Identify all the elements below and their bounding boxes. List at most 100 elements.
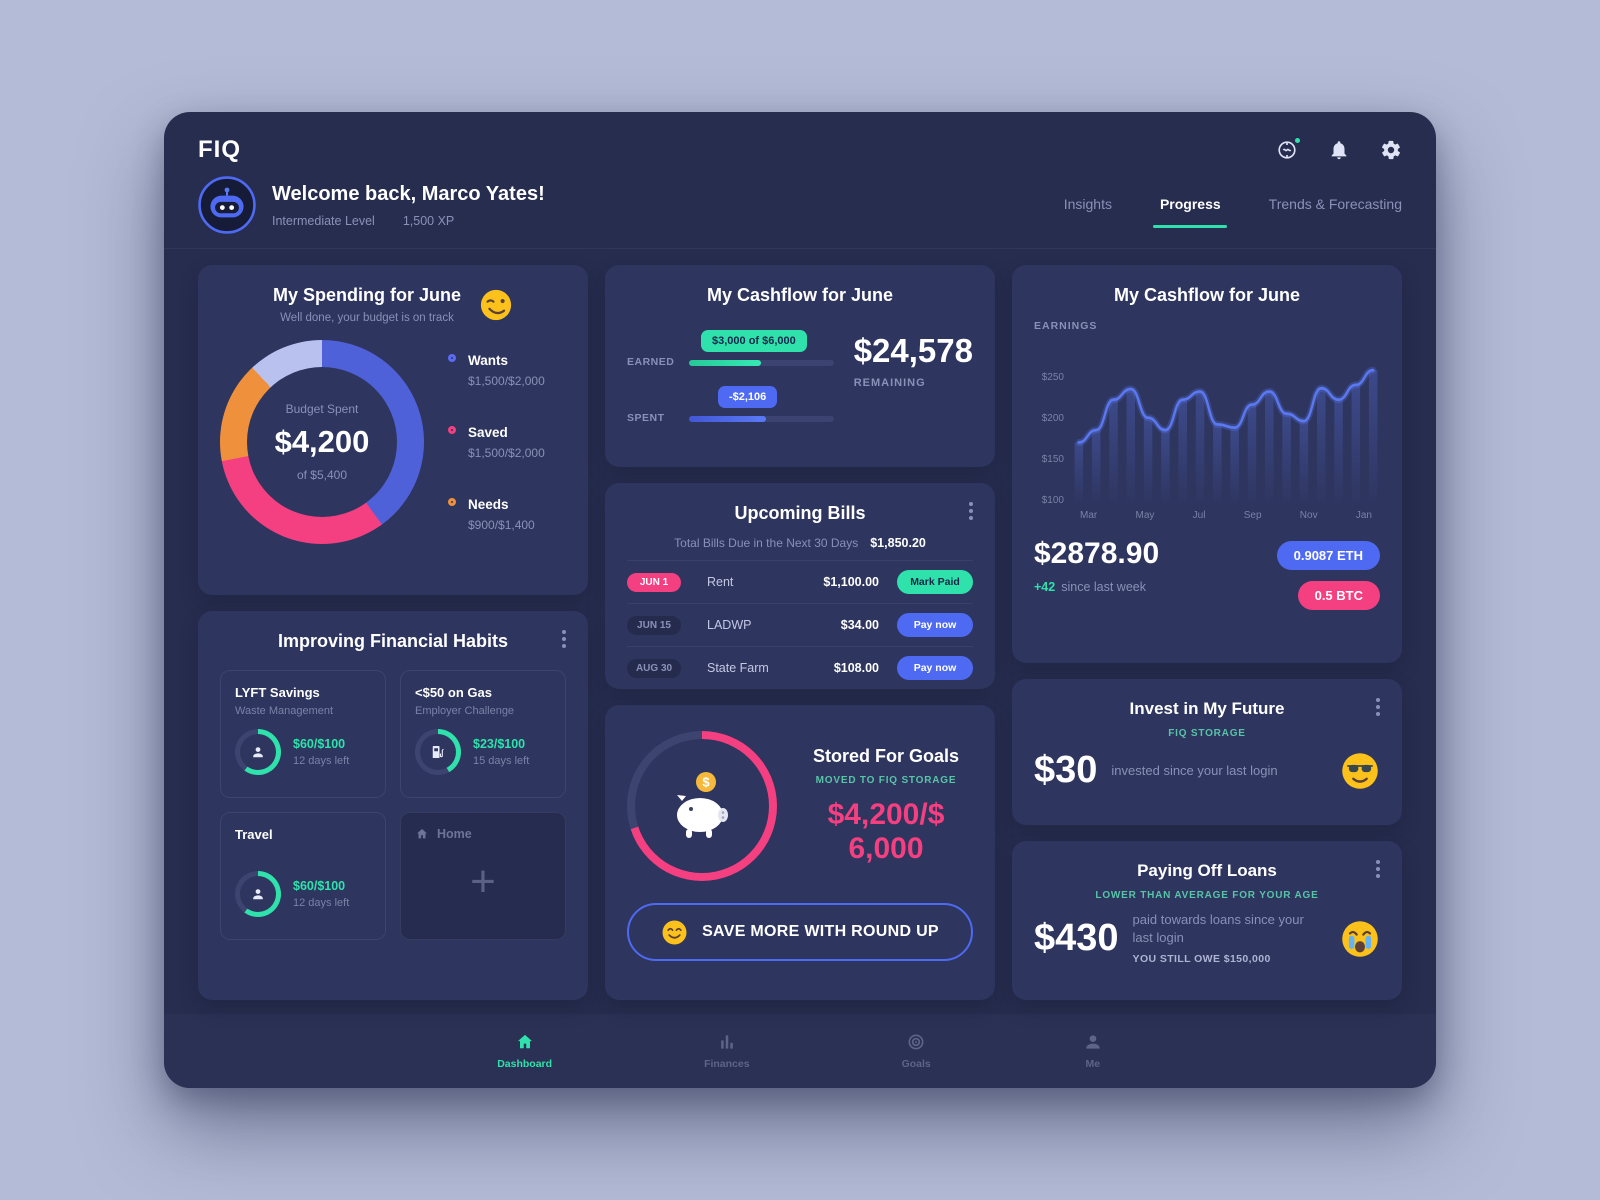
remaining-amount: $24,578 xyxy=(853,332,973,369)
header-icons xyxy=(1276,136,1402,161)
save-round-up-button[interactable]: SAVE MORE WITH ROUND UP xyxy=(627,903,973,961)
bill-row-state-farm: AUG 30 State Farm $108.00 Pay now xyxy=(627,646,973,689)
spent-label: SPENT xyxy=(627,412,665,424)
loans-menu-button[interactable] xyxy=(1376,867,1380,871)
person-icon xyxy=(1086,1035,1100,1049)
budget-total-label: of $5,400 xyxy=(296,468,348,482)
user-xp: 1,500 XP xyxy=(402,213,455,228)
invest-subtitle: FIQ STORAGE xyxy=(1168,728,1246,739)
header-tabs: Insights Progress Trends & Forecasting xyxy=(1064,196,1402,228)
earned-label: EARNED xyxy=(627,356,675,368)
habits-card: Improving Financial Habits LYFT Savings … xyxy=(198,611,588,1000)
spending-subtitle: Well done, your budget is on track xyxy=(280,312,454,324)
loans-description: paid towards loans since your last login… xyxy=(1133,911,1326,966)
saved-dot-icon xyxy=(448,426,456,434)
nav-goals[interactable]: Goals xyxy=(902,1032,931,1070)
home-icon xyxy=(517,1034,532,1049)
cashflow-title: My Cashflow for June xyxy=(706,285,894,305)
dashboard-main: My Spending for June Well done, your bud… xyxy=(164,249,1436,1014)
legend-item-wants: Wants $1,500/$2,000 xyxy=(448,352,545,388)
habits-title: Improving Financial Habits xyxy=(277,631,509,651)
crying-emoji-icon xyxy=(1342,920,1378,957)
add-habit-tile[interactable]: Home + xyxy=(400,812,566,940)
bill-date-badge: JUN 1 xyxy=(627,572,681,592)
remaining-label: REMAINING xyxy=(853,377,926,389)
notification-dot xyxy=(1293,136,1302,145)
svg-text:$: $ xyxy=(702,775,710,790)
earned-badge: $3,000 of $6,000 xyxy=(701,330,807,352)
loans-owe: YOU STILL OWE $150,000 xyxy=(1132,953,1271,966)
goals-value: $4,200/$ 6,000 xyxy=(827,797,945,866)
budget-spent-label: Budget Spent xyxy=(285,402,359,416)
habit-tile-gas[interactable]: <$50 on Gas Employer Challenge $23/$100 … xyxy=(400,670,566,798)
spent-progress-bar xyxy=(689,416,834,422)
stored-for-goals-card: $ xyxy=(605,705,995,1000)
sunglasses-emoji-icon xyxy=(1342,752,1378,789)
budget-spent-value: $4,200 xyxy=(274,424,370,459)
gear-icon[interactable] xyxy=(1380,139,1402,161)
cashflow-card: My Cashflow for June EARNED $3,000 of $6… xyxy=(605,265,995,467)
wants-dot-icon xyxy=(448,354,456,362)
bill-row-rent: JUN 1 Rent $1,100.00 Mark Paid xyxy=(627,560,973,603)
plus-icon: + xyxy=(470,857,496,906)
loans-title: Paying Off Loans xyxy=(1137,861,1277,880)
goals-progress-ring: $ xyxy=(627,731,777,881)
earnings-xticks: Mar May Jul Sep Nov Jan xyxy=(1080,510,1372,521)
traveler-icon xyxy=(253,889,263,900)
avatar[interactable] xyxy=(198,176,256,234)
pay-now-button[interactable]: Pay now xyxy=(897,613,973,637)
spending-title: My Spending for June xyxy=(272,285,461,305)
bill-date-badge: AUG 30 xyxy=(627,658,681,678)
nav-dashboard[interactable]: Dashboard xyxy=(497,1032,552,1070)
pay-now-button[interactable]: Pay now xyxy=(897,656,973,680)
bills-menu-button[interactable] xyxy=(969,509,973,513)
spent-badge: -$2,106 xyxy=(717,386,778,408)
btc-badge[interactable]: 0.5 BTC xyxy=(1297,581,1380,610)
loans-subtitle: LOWER THAN AVERAGE FOR YOUR AGE xyxy=(1095,890,1319,901)
needs-dot-icon xyxy=(448,498,456,506)
wink-emoji-icon xyxy=(480,289,512,320)
invest-menu-button[interactable] xyxy=(1376,705,1380,709)
mark-paid-button[interactable]: Mark Paid xyxy=(897,570,973,594)
habit-tile-lyft-savings[interactable]: LYFT Savings Waste Management $60/$100 1… xyxy=(220,670,386,798)
assistant-icon[interactable] xyxy=(1276,136,1302,161)
smile-emoji-icon xyxy=(662,920,687,944)
habit-progress-ring xyxy=(235,871,281,917)
bell-icon[interactable] xyxy=(1328,139,1350,161)
loans-amount: $430 xyxy=(1034,917,1119,960)
app-header: FIQ xyxy=(164,112,1436,249)
earnings-title: My Cashflow for June xyxy=(1113,285,1301,305)
upcoming-bills-card: Upcoming Bills Total Bills Due in the Ne… xyxy=(605,483,995,689)
habit-progress-ring xyxy=(415,729,461,775)
app-window: FIQ xyxy=(164,112,1436,1088)
welcome-message: Welcome back, Marco Yates! xyxy=(272,182,545,205)
earnings-delta: +42 since last week xyxy=(1034,580,1146,594)
target-icon xyxy=(908,1034,924,1050)
habit-progress-ring xyxy=(235,729,281,775)
tab-insights[interactable]: Insights xyxy=(1063,196,1112,212)
spending-donut-chart: Budget Spent $4,200 of $5,400 xyxy=(220,340,424,544)
invest-description: invested since your last login xyxy=(1111,762,1278,778)
earnings-label: EARNINGS xyxy=(1034,320,1098,332)
eth-badge[interactable]: 0.9087 ETH xyxy=(1276,541,1380,570)
earnings-yticks: $250 $200 $150 $100 xyxy=(1041,371,1064,506)
bill-row-ladwp: JUN 15 LADWP $34.00 Pay now xyxy=(627,603,973,646)
app-logo: FIQ xyxy=(198,136,241,163)
habits-menu-button[interactable] xyxy=(562,637,566,641)
earnings-chart: $250 $200 $150 $100 xyxy=(1034,342,1380,506)
bill-date-badge: JUN 15 xyxy=(627,615,681,635)
bills-title: Upcoming Bills xyxy=(734,503,866,523)
invest-amount: $30 xyxy=(1034,749,1098,791)
nav-finances[interactable]: Finances xyxy=(704,1032,750,1070)
earned-bar-group: EARNED $3,000 of $6,000 xyxy=(627,320,834,368)
legend-item-saved: Saved $1,500/$2,000 xyxy=(448,424,545,460)
nav-me[interactable]: Me xyxy=(1083,1032,1103,1070)
invest-title: Invest in My Future xyxy=(1129,699,1285,718)
person-icon xyxy=(253,747,263,758)
earnings-total: $2878.90 xyxy=(1034,537,1160,570)
tab-progress[interactable]: Progress xyxy=(1160,196,1221,228)
goals-title: Stored For Goals xyxy=(812,745,960,766)
bottom-nav: Dashboard Finances Goals Me xyxy=(164,1014,1436,1088)
tab-trends-forecasting[interactable]: Trends & Forecasting xyxy=(1268,196,1402,212)
habit-tile-travel[interactable]: Travel $60/$100 12 days left xyxy=(220,812,386,940)
